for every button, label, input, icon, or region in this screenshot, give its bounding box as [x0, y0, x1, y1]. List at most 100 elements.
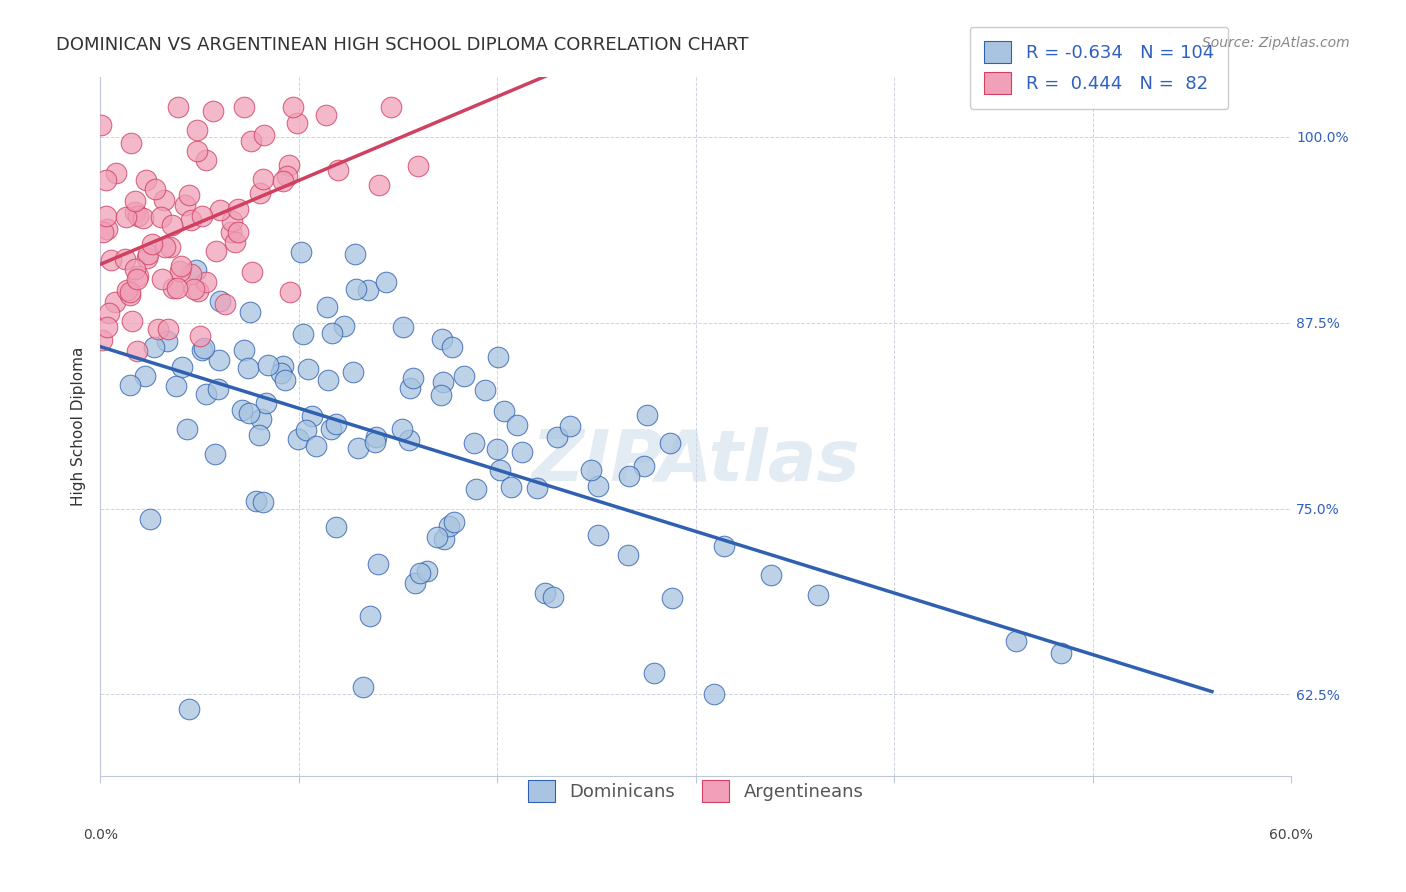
- Point: [233, 100, 256, 114]
- Point: [125, 344, 148, 359]
- Point: [278, 285, 301, 299]
- Point: [270, 366, 292, 380]
- Point: [617, 549, 640, 563]
- Point: [437, 518, 460, 533]
- Point: [408, 566, 430, 581]
- Point: [166, 281, 188, 295]
- Point: [205, 244, 228, 258]
- Point: [156, 322, 179, 336]
- Point: [114, 252, 136, 267]
- Point: [94, 209, 117, 223]
- Point: [127, 210, 149, 224]
- Point: [277, 158, 299, 172]
- Legend: Dominicans, Argentineans: Dominicans, Argentineans: [520, 772, 870, 809]
- Point: [224, 235, 246, 249]
- Point: [160, 218, 183, 232]
- Point: [364, 430, 387, 444]
- Point: [174, 197, 197, 211]
- Point: [96, 172, 118, 186]
- Point: [254, 396, 277, 410]
- Point: [465, 482, 488, 496]
- Point: [186, 263, 208, 277]
- Point: [443, 515, 465, 529]
- Point: [115, 283, 138, 297]
- Point: [219, 226, 242, 240]
- Point: [252, 495, 274, 509]
- Point: [167, 100, 190, 114]
- Point: [169, 264, 191, 278]
- Point: [120, 136, 142, 151]
- Point: [100, 252, 122, 267]
- Point: [318, 374, 340, 388]
- Point: [703, 687, 725, 701]
- Point: [90, 118, 112, 132]
- Point: [325, 520, 347, 534]
- Point: [541, 590, 564, 604]
- Point: [183, 282, 205, 296]
- Point: [180, 213, 202, 227]
- Point: [501, 480, 523, 494]
- Point: [136, 247, 159, 261]
- Point: [1049, 646, 1071, 660]
- Point: [208, 353, 231, 368]
- Point: [253, 128, 276, 142]
- Point: [96, 222, 118, 236]
- Point: [713, 539, 735, 553]
- Point: [333, 318, 356, 333]
- Point: [250, 412, 273, 426]
- Point: [233, 343, 256, 357]
- Point: [290, 244, 312, 259]
- Point: [560, 418, 582, 433]
- Point: [510, 445, 533, 459]
- Point: [188, 328, 211, 343]
- Point: [186, 123, 208, 137]
- Point: [249, 427, 271, 442]
- Point: [404, 575, 426, 590]
- Point: [252, 172, 274, 186]
- Point: [195, 153, 218, 167]
- Point: [257, 358, 280, 372]
- Point: [240, 134, 263, 148]
- Point: [214, 297, 236, 311]
- Point: [172, 359, 194, 374]
- Point: [392, 320, 415, 334]
- Text: Source: ZipAtlas.com: Source: ZipAtlas.com: [1202, 36, 1350, 50]
- Point: [344, 282, 367, 296]
- Point: [494, 403, 516, 417]
- Point: [226, 202, 249, 216]
- Point: [315, 107, 337, 121]
- Point: [127, 268, 149, 283]
- Point: [546, 430, 568, 444]
- Point: [105, 166, 128, 180]
- Point: [380, 100, 402, 114]
- Point: [271, 174, 294, 188]
- Point: [586, 528, 609, 542]
- Point: [533, 586, 555, 600]
- Point: [292, 327, 315, 342]
- Point: [581, 463, 603, 477]
- Point: [321, 326, 343, 340]
- Point: [191, 210, 214, 224]
- Point: [430, 332, 453, 346]
- Point: [807, 588, 830, 602]
- Point: [176, 422, 198, 436]
- Point: [194, 275, 217, 289]
- Text: 60.0%: 60.0%: [1270, 828, 1313, 842]
- Point: [132, 211, 155, 225]
- Point: [118, 285, 141, 300]
- Point: [153, 193, 176, 207]
- Point: [115, 211, 138, 225]
- Point: [249, 186, 271, 200]
- Point: [195, 387, 218, 401]
- Point: [240, 265, 263, 279]
- Point: [432, 375, 454, 389]
- Point: [305, 439, 328, 453]
- Point: [319, 422, 342, 436]
- Point: [149, 210, 172, 224]
- Point: [166, 379, 188, 393]
- Point: [239, 305, 262, 319]
- Point: [426, 530, 449, 544]
- Point: [121, 314, 143, 328]
- Point: [226, 225, 249, 239]
- Point: [180, 267, 202, 281]
